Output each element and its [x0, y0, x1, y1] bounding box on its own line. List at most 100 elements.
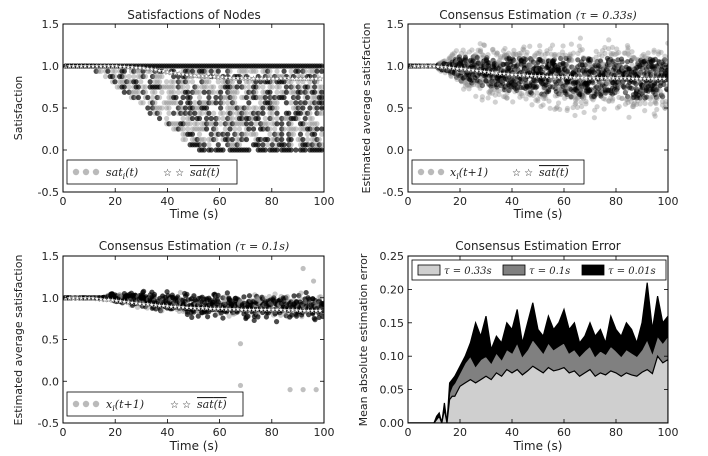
outlier-point [313, 387, 319, 393]
satisfaction-point [243, 94, 250, 101]
satisfaction-point [189, 136, 196, 143]
mean-star-marker: ★ [149, 66, 155, 74]
outlier-point [237, 382, 244, 389]
estimate-point [592, 107, 598, 113]
estimate-point [614, 46, 620, 52]
panel1-ylabel: Satisfaction [12, 76, 25, 141]
y-tick-label: -0.5 [38, 186, 59, 199]
mean-star-marker: ★ [102, 63, 108, 71]
satisfaction-point [290, 131, 297, 137]
satisfaction-point [274, 105, 280, 111]
satisfaction-point [208, 73, 214, 80]
satisfaction-point [140, 68, 146, 74]
satisfaction-point [295, 84, 301, 90]
x-tick-label: 40 [505, 195, 519, 208]
estimate-point [570, 104, 576, 111]
satisfaction-point [255, 84, 261, 90]
satisfaction-point [220, 147, 226, 153]
mean-star-marker: ★ [466, 66, 472, 74]
satisfaction-point [229, 142, 235, 148]
satisfaction-point [281, 115, 287, 122]
satisfaction-point [227, 126, 233, 132]
estimate-point [587, 57, 593, 63]
satisfaction-point [250, 89, 257, 95]
mean-star-marker: ★ [246, 75, 252, 83]
satisfaction-point [133, 89, 139, 95]
estimate-point [461, 86, 467, 92]
mean-star-marker: ★ [552, 73, 558, 81]
satisfaction-point [222, 126, 228, 132]
estimate-point [647, 101, 654, 107]
satisfaction-point [159, 84, 165, 90]
satisfaction-point [304, 110, 311, 116]
estimate-point [660, 94, 666, 100]
mean-star-marker: ★ [235, 74, 241, 82]
satisfaction-point [246, 100, 252, 106]
estimate-point [630, 103, 636, 110]
estimate-point [558, 91, 564, 97]
estimate-point [481, 42, 487, 48]
estimate-point [641, 51, 647, 58]
mean-star-marker: ★ [106, 63, 112, 71]
satisfaction-point [225, 131, 231, 137]
legend-star-marker: ☆ ☆ [512, 168, 533, 179]
estimate-point [594, 104, 600, 110]
satisfaction-point [206, 100, 212, 106]
satisfaction-point [201, 89, 207, 95]
estimate-point [496, 88, 502, 94]
mean-star-marker: ★ [415, 63, 421, 71]
estimate-point [558, 55, 564, 62]
estimate-point [562, 95, 568, 101]
mean-star-marker: ★ [78, 63, 84, 71]
estimate-point [477, 41, 483, 47]
estimate-point [597, 58, 604, 64]
legend-dot-marker [92, 168, 100, 176]
satisfaction-point [149, 73, 156, 80]
satisfaction-point [241, 131, 247, 137]
satisfaction-point [175, 73, 181, 80]
mean-star-marker: ★ [109, 63, 115, 71]
estimate-point [661, 81, 667, 88]
estimate-point [503, 61, 509, 67]
estimate-point [494, 50, 500, 56]
satisfaction-point [276, 73, 282, 80]
satisfaction-point [152, 79, 158, 85]
satisfaction-point [314, 126, 320, 132]
satisfaction-point [243, 110, 250, 116]
mean-star-marker: ★ [567, 74, 573, 82]
estimate-point [205, 314, 211, 320]
satisfaction-point [189, 79, 196, 85]
satisfaction-point [168, 89, 174, 95]
satisfaction-point [185, 121, 191, 127]
satisfaction-point [246, 126, 252, 132]
estimate-point [518, 50, 524, 56]
estimate-point [552, 106, 558, 112]
satisfaction-point [265, 126, 271, 132]
estimate-point [520, 46, 526, 52]
satisfaction-point [279, 136, 285, 143]
legend-star-marker: ☆ ☆ [170, 400, 191, 411]
panel4-plot-area [408, 282, 668, 423]
mean-star-marker: ★ [301, 75, 307, 83]
mean-star-marker: ★ [595, 74, 601, 82]
satisfaction-point [210, 136, 217, 143]
satisfaction-point [257, 100, 264, 106]
satisfaction-point [189, 89, 196, 95]
satisfaction-point [166, 110, 172, 116]
estimate-point [184, 291, 190, 297]
estimate-point [463, 57, 469, 64]
estimate-point [562, 52, 568, 58]
satisfaction-point [314, 73, 320, 80]
satisfaction-point [189, 126, 196, 132]
satisfaction-point [171, 126, 177, 132]
legend-dot-marker [92, 400, 100, 408]
satisfaction-point [203, 115, 210, 122]
satisfaction-point [178, 126, 184, 132]
mean-star-marker: ★ [117, 63, 123, 71]
mean-star-marker: ★ [227, 74, 233, 82]
satisfaction-point [218, 105, 224, 111]
satisfaction-point [145, 68, 151, 74]
satisfaction-point [234, 136, 240, 143]
satisfaction-point [239, 121, 245, 127]
satisfaction-point [312, 100, 318, 106]
